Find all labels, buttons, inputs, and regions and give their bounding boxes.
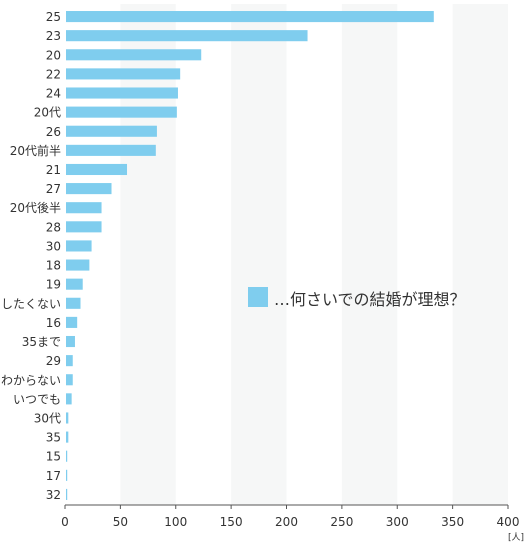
bar [66,297,81,309]
bar [66,316,78,328]
x-tick-label: 0 [61,515,69,529]
bar [66,393,72,405]
grid-band [341,4,398,505]
category-label: 30代 [34,411,61,425]
category-label: したくない [1,297,61,311]
category-label: 22 [46,67,61,81]
category-label: 30 [46,239,61,253]
category-label: 17 [46,469,61,483]
grid-band [231,4,287,505]
category-label: 29 [46,354,61,368]
bars [66,11,434,500]
category-label: 23 [46,29,61,43]
category-label: 28 [46,220,61,234]
category-label: 32 [46,488,61,502]
bar [66,163,128,176]
category-label: 18 [46,259,61,273]
bar [66,450,68,462]
x-tick-label: 100 [164,515,187,529]
category-label: 20代 [34,106,61,120]
bar [66,240,92,252]
bar [66,355,73,367]
bar [66,68,181,80]
category-label: 15 [46,450,61,464]
bar [66,144,156,156]
bar [66,11,434,23]
category-label: 20代前半 [10,143,61,158]
x-tick-label: 250 [330,515,353,529]
bar [66,202,102,214]
x-tick-label: 350 [441,515,464,529]
bar [66,412,69,424]
x-tick-label: 150 [220,515,243,529]
category-label: 27 [46,182,61,196]
category-label: 35 [46,431,61,445]
category-label: 21 [46,163,61,177]
category-label: 24 [46,87,61,101]
legend-label: …何さいでの結婚が理想？ [274,290,466,309]
bar [66,469,68,481]
unit-label: [人] [508,533,525,543]
bar [66,125,157,137]
bar [66,221,102,233]
legend-swatch [248,287,268,307]
category-label: いつでも [13,392,61,406]
x-tick-label: 50 [113,515,128,529]
bar [66,30,308,42]
bar [66,87,178,99]
category-label: 16 [46,316,61,330]
x-tick-labels: 0 50 100 150 200 250 300 350 400 [61,505,519,529]
category-label: わからない [1,373,61,387]
bar [66,335,75,348]
x-tick-label: 300 [386,515,409,529]
bar [66,183,112,195]
category-label: 20代後半 [10,201,61,215]
grid-band [452,4,508,505]
category-label: 20 [46,48,61,62]
bar [66,431,69,443]
category-label: 25 [46,10,61,24]
x-tick-label: 200 [275,515,298,529]
bar [66,106,177,118]
bar [66,49,202,61]
category-labels: 25 23 20 22 24 20代 26 20代前半 21 27 20代後半 28 30 18 19 したく… [1,10,61,502]
x-tick-label: 400 [497,515,520,529]
category-label: 35まで [22,335,61,349]
category-label: 26 [46,125,61,139]
bar [66,259,90,271]
bar [66,488,68,500]
category-label: 19 [46,278,61,292]
bar [66,374,73,386]
bar [66,278,83,290]
